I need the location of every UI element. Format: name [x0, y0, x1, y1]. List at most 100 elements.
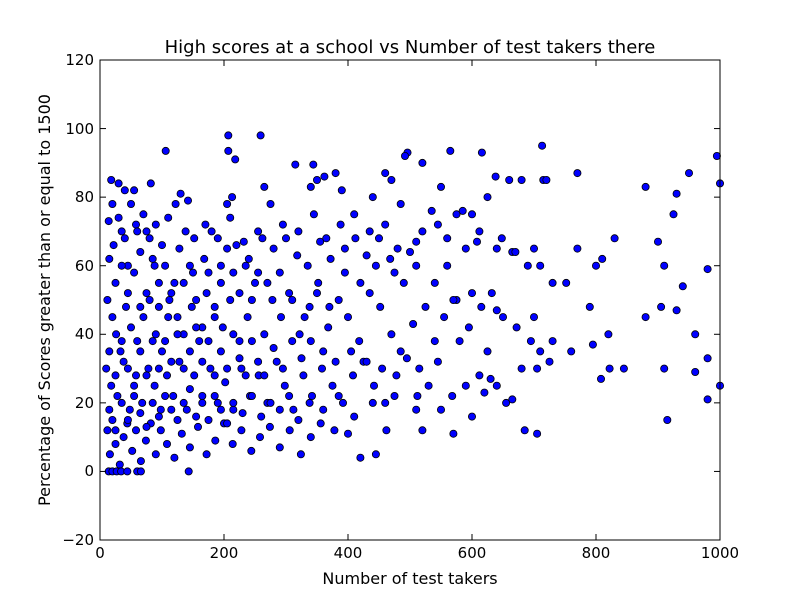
data-point: [161, 337, 170, 346]
data-point: [198, 357, 207, 366]
data-point: [511, 247, 520, 256]
data-point: [235, 354, 244, 363]
data-point: [382, 426, 391, 435]
data-point: [336, 220, 345, 229]
data-point: [538, 141, 547, 150]
data-point: [374, 234, 383, 243]
data-point: [103, 295, 112, 304]
data-point: [169, 391, 178, 400]
data-point: [562, 278, 571, 287]
data-point: [229, 398, 238, 407]
data-point: [120, 186, 129, 195]
data-point: [207, 227, 216, 236]
data-point: [657, 302, 666, 311]
data-point: [610, 234, 619, 243]
data-point: [142, 422, 151, 431]
data-point: [260, 330, 269, 339]
data-point: [440, 313, 449, 322]
data-point: [223, 419, 232, 428]
data-point: [368, 193, 377, 202]
data-point: [390, 268, 399, 277]
data-point: [356, 278, 365, 287]
data-point: [305, 398, 314, 407]
data-point: [244, 254, 253, 263]
data-point: [326, 254, 335, 263]
data-point: [712, 151, 721, 160]
data-point: [508, 395, 517, 404]
data-point: [117, 337, 126, 346]
data-point: [381, 398, 390, 407]
data-point: [145, 234, 154, 243]
data-point: [604, 330, 613, 339]
data-point: [150, 261, 159, 270]
data-point: [331, 169, 340, 178]
data-point: [340, 244, 349, 253]
data-point: [337, 186, 346, 195]
data-point: [669, 210, 678, 219]
data-point: [119, 433, 128, 442]
data-point: [685, 169, 694, 178]
data-points: [102, 131, 725, 476]
data-point: [399, 278, 408, 287]
data-point: [200, 254, 209, 263]
data-point: [223, 244, 232, 253]
data-point: [123, 415, 132, 424]
data-point: [192, 323, 201, 332]
data-point: [187, 302, 196, 311]
data-point: [387, 330, 396, 339]
data-point: [517, 364, 526, 373]
data-point: [154, 412, 163, 421]
data-point: [418, 158, 427, 167]
data-point: [365, 227, 374, 236]
data-point: [289, 405, 298, 414]
data-point: [142, 289, 151, 298]
data-point: [211, 436, 220, 445]
data-point: [392, 371, 401, 380]
x-tick-label: 200: [210, 544, 239, 562]
data-point: [294, 415, 303, 424]
data-point: [103, 426, 112, 435]
data-point: [641, 313, 650, 322]
data-point: [461, 244, 470, 253]
data-point: [492, 306, 501, 315]
data-point: [461, 381, 470, 390]
data-point: [156, 426, 165, 435]
data-point: [351, 234, 360, 243]
data-point: [235, 337, 244, 346]
y-tick-label: 120: [65, 51, 94, 69]
data-point: [430, 278, 439, 287]
data-point: [278, 364, 287, 373]
data-point: [314, 278, 323, 287]
data-point: [365, 289, 374, 298]
data-point: [123, 289, 132, 298]
data-point: [167, 357, 176, 366]
data-point: [269, 343, 278, 352]
data-point: [107, 381, 116, 390]
data-point: [573, 169, 582, 178]
data-point: [272, 357, 281, 366]
data-point: [192, 412, 201, 421]
data-point: [412, 261, 421, 270]
data-point: [306, 433, 315, 442]
data-point: [228, 193, 237, 202]
data-point: [167, 405, 176, 414]
data-point: [356, 453, 365, 462]
data-point: [334, 391, 343, 400]
data-point: [433, 220, 442, 229]
data-point: [288, 337, 297, 346]
data-point: [112, 330, 121, 339]
data-point: [381, 220, 390, 229]
data-point: [105, 347, 114, 356]
data-point: [654, 237, 663, 246]
data-point: [319, 347, 328, 356]
x-axis-label: Number of test takers: [322, 569, 497, 588]
data-point: [369, 381, 378, 390]
data-point: [448, 391, 457, 400]
data-point: [114, 179, 123, 188]
data-point: [413, 391, 422, 400]
data-point: [164, 313, 173, 322]
data-point: [477, 148, 486, 157]
data-point: [224, 131, 233, 140]
data-point: [325, 302, 334, 311]
data-point: [263, 278, 272, 287]
